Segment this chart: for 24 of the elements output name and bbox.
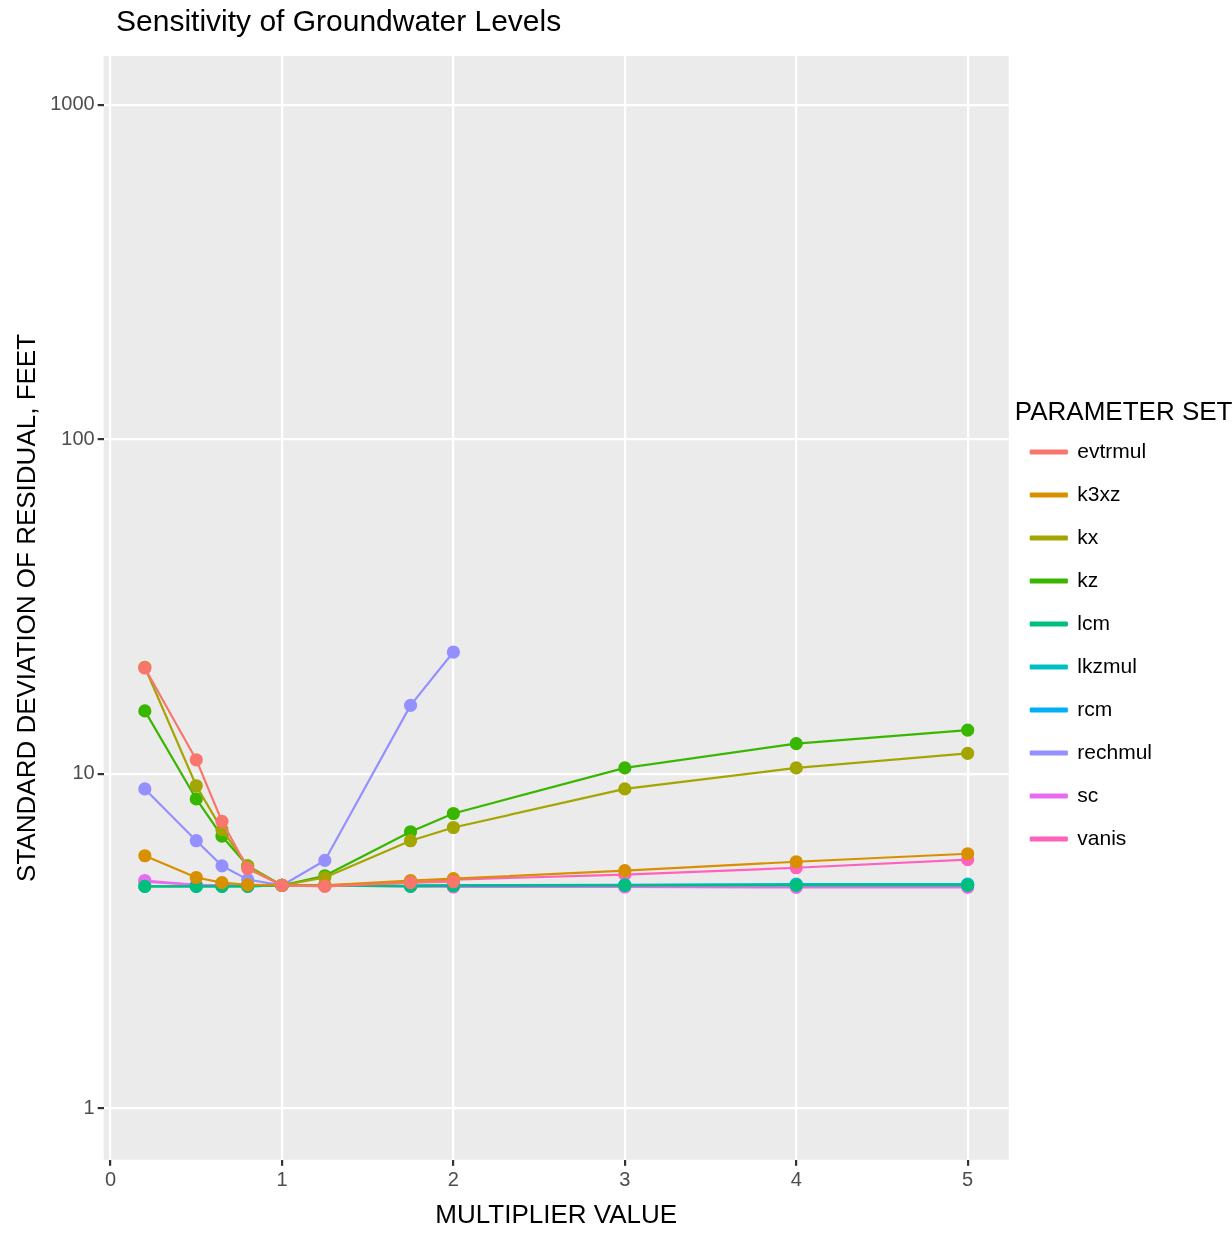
x-tick-label: 4 (790, 1168, 802, 1191)
x-tick-label: 2 (447, 1168, 459, 1191)
legend-label: vanis (1077, 825, 1127, 849)
chart-title: Sensitivity of Groundwater Levels (116, 4, 562, 38)
x-tick-label: 3 (619, 1168, 631, 1191)
y-tick-label: 1000 (50, 92, 95, 115)
legend-label: lcm (1077, 610, 1110, 634)
x-tick-label: 0 (104, 1168, 117, 1191)
y-tick-label: 10 (72, 761, 95, 784)
legend-label: kx (1077, 524, 1099, 548)
x-tick-label: 5 (962, 1168, 974, 1191)
legend-label: sc (1077, 782, 1099, 806)
legend-label: rcm (1077, 696, 1113, 720)
legend-label: kz (1077, 567, 1099, 591)
legend-title: PARAMETER SET (1014, 395, 1232, 427)
x-axis-title: MULTIPLIER VALUE (435, 1198, 678, 1229)
legend-label: evtrmul (1077, 438, 1147, 462)
legend-label: rechmul (1077, 739, 1153, 763)
y-axis-title: STANDARD DEVIATION OF RESIDUAL, FEET (10, 333, 41, 882)
legend-label: lkzmul (1077, 653, 1137, 677)
y-tick-label: 100 (61, 426, 95, 449)
legend-label: k3xz (1077, 481, 1121, 505)
y-tick-label: 1 (83, 1095, 95, 1118)
x-tick-label: 1 (276, 1168, 288, 1191)
